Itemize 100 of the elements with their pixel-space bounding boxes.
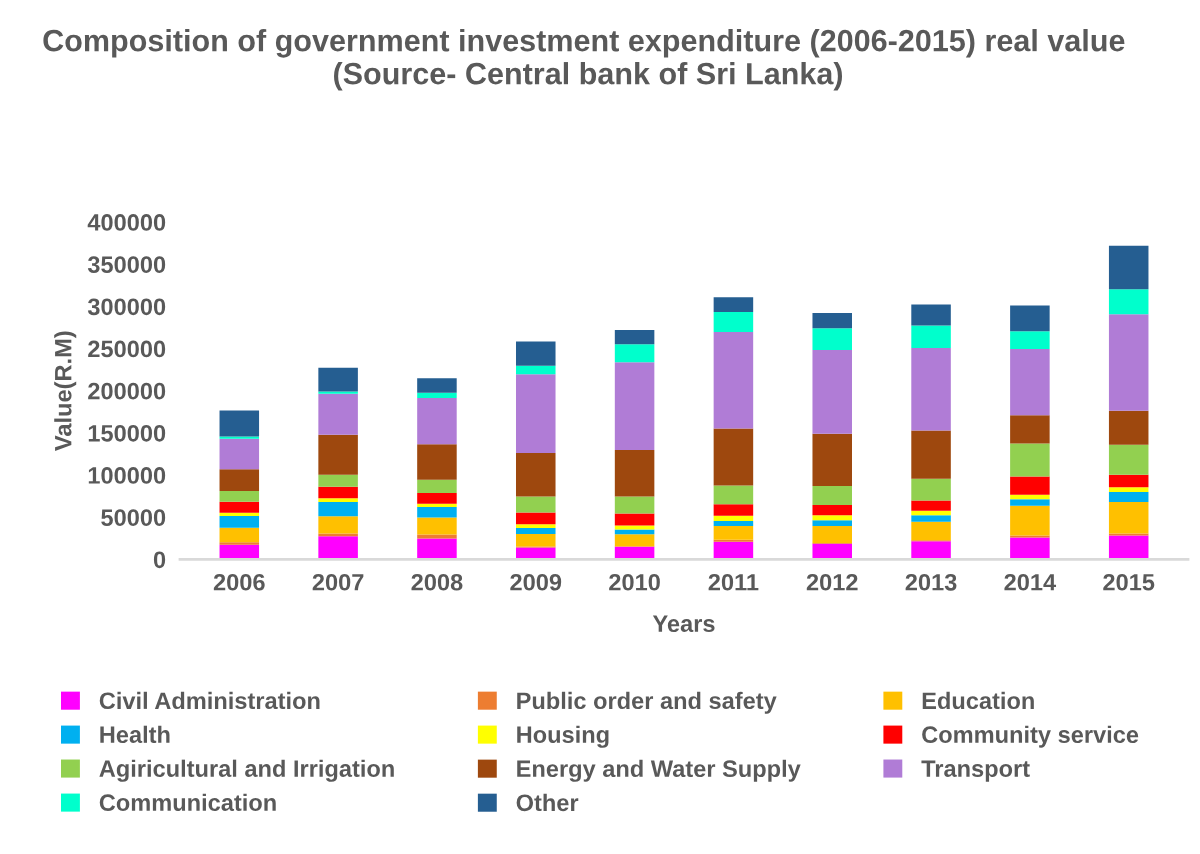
bar [219,438,260,470]
bar [516,453,556,497]
bar [318,367,358,392]
legend-label: Housing [517,725,609,748]
bar [812,504,852,516]
bar [417,534,457,539]
x-axis-title: Years [652,615,715,633]
y-tick-label: 0 [153,551,166,569]
y-tick-label: 400000 [87,214,166,231]
bar [516,528,556,534]
bar [1108,245,1149,290]
y-tick-label: 100000 [88,467,166,484]
legend-label: Other [516,793,579,812]
bar [1010,499,1050,506]
bar [614,496,655,514]
bar [614,449,655,497]
bar [713,297,754,312]
bar [516,341,556,366]
y-tick-label: 50000 [101,509,166,526]
bar [713,428,754,486]
x-tick-label: 2007 [312,573,364,591]
bar [417,378,457,393]
bar [219,469,260,491]
bar [219,527,260,543]
bar [1010,505,1050,536]
bar [318,536,358,560]
bar [318,434,358,475]
bar [417,503,457,507]
bar [614,546,655,560]
bar [911,541,951,560]
bar [713,521,754,527]
legend-label: Education [922,691,1034,710]
bar [219,436,260,439]
legend-label: Agiricultural and Irrigation [99,759,394,782]
legend-label: Communication [99,793,276,812]
bar [219,516,260,528]
x-tick-label: 2006 [213,573,265,591]
bar [911,325,951,348]
bar [219,490,260,502]
bar [1010,305,1050,332]
bar [812,515,852,521]
bar [219,410,260,437]
bar [318,501,358,517]
bar [614,362,655,450]
bar [713,311,754,333]
bar [614,329,655,345]
bar [614,534,655,547]
bar [516,374,556,454]
bar [812,350,852,434]
bar [516,512,556,525]
bar [911,347,951,431]
bar [318,486,358,499]
bar [812,433,852,486]
bar [911,515,951,522]
bar [614,525,655,530]
bar [1108,533,1149,536]
y-axis-title: Value(R.M) [54,331,77,451]
bar [614,344,655,363]
bar [417,538,457,560]
bar [713,515,754,521]
bar [911,500,951,511]
x-tick-label: 2015 [1103,573,1155,591]
bar [911,510,951,516]
chart-title: Composition of government investment expenditure (2006-2015) real value (Source- Central bank of Sri Lanka) [43,29,1125,91]
bar [417,444,457,480]
bar [516,365,556,375]
bar [1108,487,1149,493]
bar [516,496,556,513]
bar [1010,494,1050,500]
legend-label: Public order and safety [517,691,777,714]
bar [911,430,951,479]
bar [812,526,852,544]
bar [1010,415,1050,444]
bar [713,332,754,429]
bar [1108,501,1149,534]
bar [812,520,852,527]
bar [1108,535,1149,560]
bar [1108,289,1149,315]
bar [614,513,655,526]
bar [318,474,358,487]
bar [812,312,852,329]
bar [1108,314,1149,411]
y-tick-label: 350000 [87,256,166,274]
bar [911,521,951,541]
bar [417,479,457,494]
bar [713,485,754,505]
x-tick-label: 2013 [905,573,957,591]
bar [713,526,754,540]
bar [911,304,951,326]
bar [911,478,951,501]
bar [417,493,457,504]
legend-label: Energy and Water Supply [517,759,801,782]
bar [516,547,556,560]
bar [1010,476,1050,495]
bar [812,328,852,351]
bar [1010,443,1050,477]
y-tick-label: 150000 [88,424,166,442]
bar [812,543,852,560]
y-tick-label: 250000 [88,340,166,358]
bar [812,486,852,505]
